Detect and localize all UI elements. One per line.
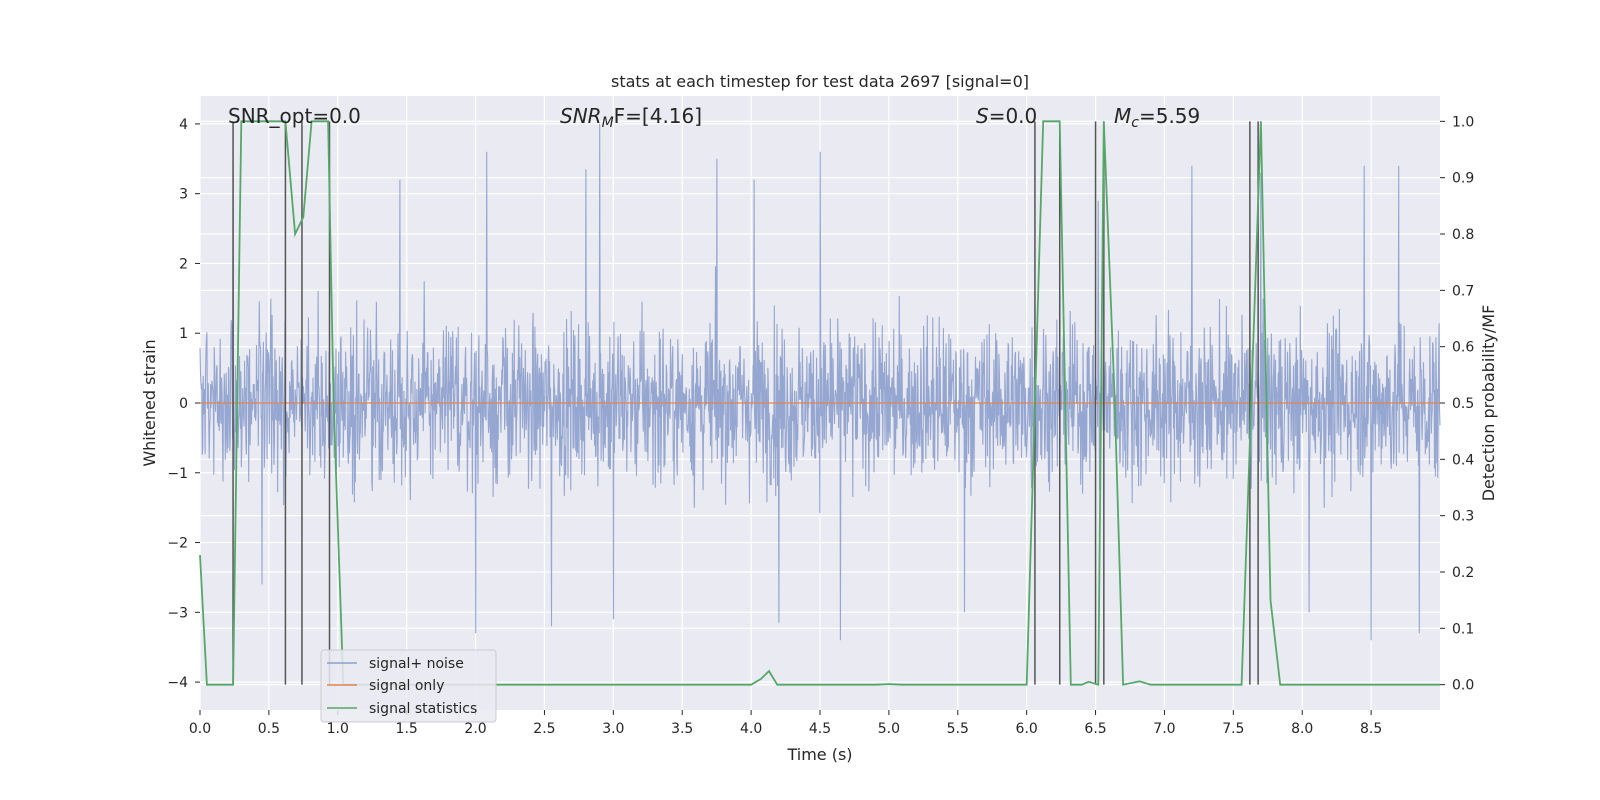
- y-tick-label: 1: [179, 326, 188, 342]
- signal-statistics-line: [199, 120, 1440, 686]
- mc-base: M: [1114, 104, 1131, 128]
- signal-noise-series: [199, 123, 1441, 641]
- mc-sub: c: [1131, 115, 1139, 131]
- signal-statistics-series: [199, 120, 1440, 686]
- y-tick-label: 2: [179, 256, 188, 272]
- x-tick-label: 4.0: [740, 721, 762, 737]
- x-tick-label: 2.5: [533, 721, 555, 737]
- y-axis-right-ticks: 1.0 0.9 0.8 0.7 0.6 0.5 0.4 0.3 0.2 0.1 0.0: [1440, 114, 1474, 694]
- y-right-tick-label: 0.5: [1452, 396, 1474, 412]
- x-tick-label: 6.0: [1016, 721, 1038, 737]
- x-tick-label: 2.0: [464, 721, 486, 737]
- x-tick-label: 5.5: [947, 721, 969, 737]
- y-tick-label: −2: [167, 536, 188, 552]
- x-tick-label: 3.0: [602, 721, 624, 737]
- y-tick-label: 3: [179, 187, 188, 203]
- y-right-tick-label: 0.1: [1452, 621, 1474, 637]
- legend-label-signal-statistics: signal statistics: [369, 701, 477, 717]
- y-right-tick-label: 0.0: [1452, 678, 1474, 694]
- x-axis-label: Time (s): [786, 745, 852, 764]
- y-right-tick-label: 0.3: [1452, 509, 1474, 525]
- y-right-tick-label: 1.0: [1452, 114, 1474, 130]
- y-right-tick-label: 0.9: [1452, 171, 1474, 187]
- snr-mf-base: SNR: [560, 104, 602, 128]
- s-label: S: [976, 104, 989, 128]
- x-tick-label: 0.0: [189, 721, 211, 737]
- legend-box: [320, 649, 497, 723]
- y-tick-label: −1: [167, 466, 188, 482]
- legend-label-signal-noise: signal+ noise: [369, 656, 464, 672]
- y-tick-label: −3: [167, 605, 188, 621]
- y-axis-label: Whitened strain: [140, 339, 159, 466]
- snr-mf-rest: F=[4.16]: [614, 104, 702, 128]
- x-tick-label: 4.5: [809, 721, 831, 737]
- x-tick-label: 0.5: [258, 721, 280, 737]
- snr-mf-annotation: SNRMF=[4.16]: [560, 104, 702, 131]
- mc-value: =5.59: [1139, 104, 1200, 128]
- chart-title: stats at each timestep for test data 269…: [611, 72, 1029, 91]
- snr-mf-sub: M: [602, 115, 614, 131]
- signal-noise-line: [199, 123, 1441, 641]
- y-right-tick-label: 0.2: [1452, 565, 1474, 581]
- x-tick-label: 7.5: [1222, 721, 1244, 737]
- y-right-tick-label: 0.4: [1452, 452, 1474, 468]
- x-tick-label: 7.0: [1153, 721, 1175, 737]
- y-tick-label: 4: [179, 117, 188, 133]
- snr-opt-annotation: SNR_opt=0.0: [228, 104, 361, 128]
- x-tick-label: 5.0: [878, 721, 900, 737]
- x-tick-label: 1.0: [327, 721, 349, 737]
- x-tick-label: 8.0: [1291, 721, 1313, 737]
- x-tick-label: 6.5: [1084, 721, 1106, 737]
- s-annotation: S=0.0: [976, 104, 1037, 128]
- s-value: =0.0: [989, 104, 1038, 128]
- y-axis-right-label: Detection probability/MF: [1479, 305, 1498, 502]
- x-tick-label: 8.5: [1360, 721, 1382, 737]
- y-right-tick-label: 0.8: [1452, 227, 1474, 243]
- y-tick-label: −4: [167, 675, 188, 691]
- legend-label-signal-only: signal only: [369, 678, 444, 694]
- x-tick-label: 3.5: [671, 721, 693, 737]
- legend: signal+ noise signal only signal statist…: [320, 649, 497, 723]
- y-tick-label: 0: [179, 396, 188, 412]
- x-tick-label: 1.5: [396, 721, 418, 737]
- y-axis-left-ticks: 4 3 2 1 0 −1 −2 −3 −4: [167, 117, 200, 691]
- mc-annotation: Mc=5.59: [1114, 104, 1200, 131]
- x-axis-ticks: 0.0 0.5 1.0 1.5 2.0 2.5 3.0 3.5 4.0 4.5 5.0 5.5 6.0 6…: [189, 710, 1382, 737]
- y-right-tick-label: 0.6: [1452, 340, 1474, 356]
- y-right-tick-label: 0.7: [1452, 283, 1474, 299]
